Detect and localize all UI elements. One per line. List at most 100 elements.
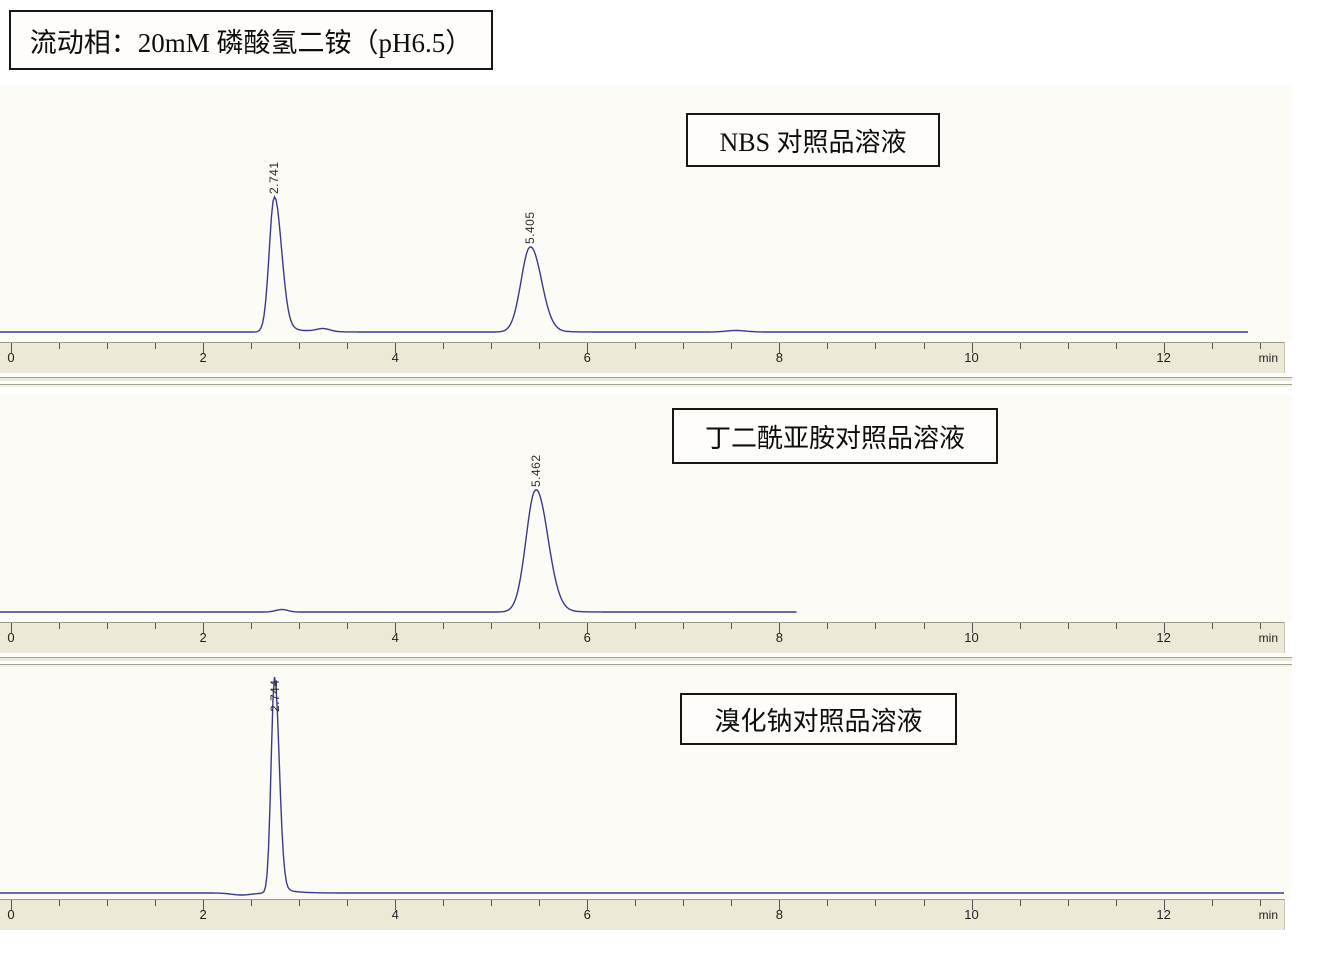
axis-tick — [1115, 900, 1117, 906]
axis-tick-label: 10 — [964, 630, 979, 645]
axis-tick-label: 6 — [583, 630, 591, 645]
panel-title-box-succinimide: 丁二酰亚胺对照品溶液 — [672, 408, 998, 464]
axis-tick-label: 10 — [964, 907, 979, 922]
axis-tick — [875, 623, 877, 629]
axis-tick — [203, 623, 205, 633]
axis-tick — [539, 900, 541, 906]
axis-tick — [587, 343, 589, 353]
axis-tick-label: 2 — [199, 350, 207, 365]
axis-tick — [587, 900, 589, 910]
axis-tick — [11, 623, 12, 633]
axis-tick — [299, 900, 301, 906]
axis-tick — [347, 623, 349, 629]
axis-tick — [635, 623, 637, 629]
axis-tick — [59, 343, 60, 349]
axis-tick — [251, 623, 253, 629]
axis-tick — [155, 343, 157, 349]
axis-tick — [635, 343, 637, 349]
axis-tick — [779, 623, 781, 633]
axis-unit-label: min — [1258, 908, 1278, 922]
axis-tick — [1019, 343, 1021, 349]
axis-tick — [1115, 343, 1117, 349]
axis-tick — [59, 900, 60, 906]
separator-line — [0, 664, 1292, 668]
mobile-phase-label-box: 流动相：20mM 磷酸氢二铵（pH6.5） — [9, 10, 493, 70]
axis-tick-label: 6 — [583, 350, 591, 365]
axis-tick — [971, 623, 973, 633]
axis-tick — [1067, 343, 1069, 349]
peak-retention-time-label: 5.462 — [528, 454, 543, 487]
axis-tick — [203, 343, 205, 353]
axis-tick — [1019, 623, 1021, 629]
separator-line — [0, 377, 1292, 382]
axis-tick-label: 0 — [7, 350, 15, 365]
time-axis-nbs: 0 2 4 6 8 10 12 min — [0, 342, 1285, 373]
axis-tick-label: 10 — [964, 350, 979, 365]
axis-tick — [107, 900, 108, 906]
axis-tick-label: 4 — [391, 907, 399, 922]
axis-tick — [155, 623, 157, 629]
plot-area-nbs: NBS 对照品溶液 2.741 5.405 — [0, 85, 1292, 342]
axis-tick — [1019, 900, 1021, 906]
axis-tick — [971, 900, 973, 910]
axis-tick-label: 12 — [1156, 350, 1171, 365]
axis-unit-label: min — [1258, 351, 1278, 365]
axis-tick — [731, 900, 733, 906]
axis-tick — [443, 900, 445, 906]
chromatogram-panel-nbs: NBS 对照品溶液 2.741 5.405 0 2 4 6 8 10 12 min — [0, 85, 1323, 393]
axis-tick — [107, 623, 108, 629]
axis-tick-label: 8 — [775, 907, 784, 922]
axis-tick — [731, 343, 733, 349]
axis-tick-label: 4 — [391, 350, 399, 365]
axis-tick — [491, 623, 493, 629]
axis-tick — [443, 343, 445, 349]
axis-tick-label: 6 — [583, 907, 591, 922]
axis-tick-label: 4 — [391, 630, 399, 645]
axis-tick — [779, 900, 781, 910]
axis-tick — [1259, 900, 1261, 906]
axis-tick — [1211, 343, 1213, 349]
axis-tick-label: 0 — [7, 630, 15, 645]
axis-tick — [827, 343, 829, 349]
panel-title-nbs: NBS 对照品溶液 — [719, 127, 907, 157]
panel-title-box-sodium-bromide: 溴化钠对照品溶液 — [680, 693, 957, 745]
separator-line — [0, 384, 1292, 388]
separator-line — [0, 657, 1292, 662]
chromatogram-trace — [0, 676, 1284, 896]
axis-tick-label: 8 — [775, 630, 784, 645]
axis-tick — [1211, 623, 1213, 629]
axis-tick — [491, 343, 493, 349]
chromatogram-panel-succinimide: 丁二酰亚胺对照品溶液 5.462 0 2 4 6 8 10 12 min — [0, 395, 1323, 673]
axis-tick-label: 2 — [199, 630, 207, 645]
axis-tick — [971, 343, 973, 353]
panel-title-sodium-bromide: 溴化钠对照品溶液 — [714, 706, 923, 736]
axis-tick — [827, 900, 829, 906]
axis-tick — [923, 900, 925, 906]
plot-area-sodium-bromide: 溴化钠对照品溶液 2.744 — [0, 668, 1292, 899]
axis-tick — [11, 343, 12, 353]
axis-tick — [347, 343, 349, 349]
axis-tick — [635, 900, 637, 906]
axis-tick — [875, 343, 877, 349]
axis-tick — [395, 623, 397, 633]
peak-retention-time-label: 2.744 — [267, 679, 282, 712]
plot-area-succinimide: 丁二酰亚胺对照品溶液 5.462 — [0, 395, 1292, 622]
axis-tick — [1259, 343, 1261, 349]
axis-tick — [539, 623, 541, 629]
axis-tick — [347, 900, 349, 906]
axis-tick — [683, 900, 685, 906]
axis-tick — [1259, 623, 1261, 629]
axis-tick — [107, 343, 108, 349]
axis-tick — [587, 623, 589, 633]
axis-tick — [1067, 900, 1069, 906]
panel-title-box-nbs: NBS 对照品溶液 — [686, 113, 940, 167]
axis-tick — [1163, 900, 1165, 910]
axis-tick — [395, 900, 397, 910]
panel-title-succinimide: 丁二酰亚胺对照品溶液 — [704, 423, 965, 453]
axis-tick — [923, 343, 925, 349]
chromatogram-panel-sodium-bromide: 溴化钠对照品溶液 2.744 0 2 4 6 8 10 12 min — [0, 668, 1323, 937]
axis-tick-label: 8 — [775, 350, 784, 365]
axis-tick-label: 2 — [199, 907, 207, 922]
axis-tick — [875, 900, 877, 906]
axis-tick — [395, 343, 397, 353]
